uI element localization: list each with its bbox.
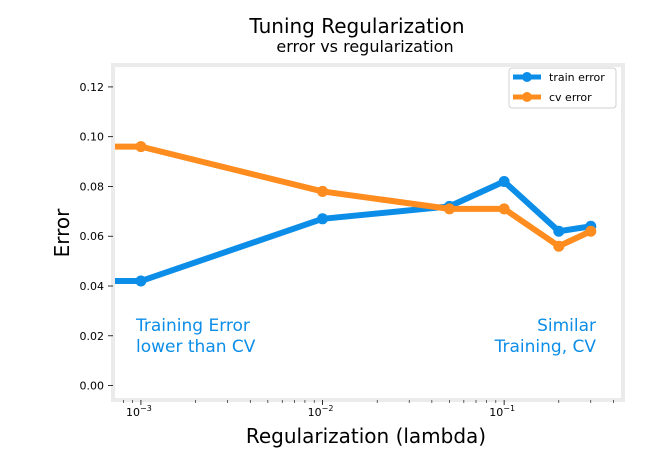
x-axis-ticks: 10−3 10−2 10−1 xyxy=(123,400,614,419)
x-tick-label: 10−3 xyxy=(126,404,152,419)
data-point-train-error xyxy=(498,175,510,187)
data-point-cv-error xyxy=(585,225,597,237)
data-point-cv-error xyxy=(498,203,510,215)
y-tick-label: 0.10 xyxy=(80,131,105,144)
x-tick-label: 10−2 xyxy=(308,404,334,419)
legend: train error cv error xyxy=(508,67,617,109)
y-axis-ticks: 0.00 0.02 0.04 0.06 0.08 0.10 0.12 xyxy=(80,81,113,393)
y-tick-label: 0.08 xyxy=(80,180,105,193)
data-point-train-error xyxy=(135,275,147,287)
y-tick-label: 0.00 xyxy=(80,380,105,393)
y-tick-label: 0.06 xyxy=(80,230,105,243)
y-tick-label: 0.04 xyxy=(80,280,105,293)
chart-subtitle: error vs regularization xyxy=(276,37,453,56)
y-tick-label: 0.02 xyxy=(80,330,105,343)
data-point-train-error xyxy=(553,225,565,237)
y-axis-label: Error xyxy=(50,208,74,258)
annotations: Training Error lower than CV Similar Traini… xyxy=(135,316,596,357)
annotation-text: Training Error lower than CV xyxy=(135,316,256,357)
titles: Tuning Regularization error vs regulariz… xyxy=(248,14,464,56)
data-point-cv-error xyxy=(135,141,147,153)
legend-label-cv-error: cv error xyxy=(549,91,592,104)
data-point-cv-error xyxy=(553,240,565,252)
annotation-text: Similar Training, CV xyxy=(494,316,597,357)
data-point-cv-error xyxy=(443,203,455,215)
y-tick-label: 0.12 xyxy=(80,81,105,94)
legend-marker-cv-error xyxy=(522,92,532,102)
legend-marker-train-error xyxy=(522,72,532,82)
legend-label-train-error: train error xyxy=(549,71,605,84)
series-layer xyxy=(115,141,597,287)
x-axis-label: Regularization (lambda) xyxy=(246,424,486,448)
data-point-train-error xyxy=(317,213,329,225)
chart-title: Tuning Regularization xyxy=(248,14,464,38)
data-point-cv-error xyxy=(317,185,329,197)
x-tick-label: 10−1 xyxy=(489,404,515,419)
